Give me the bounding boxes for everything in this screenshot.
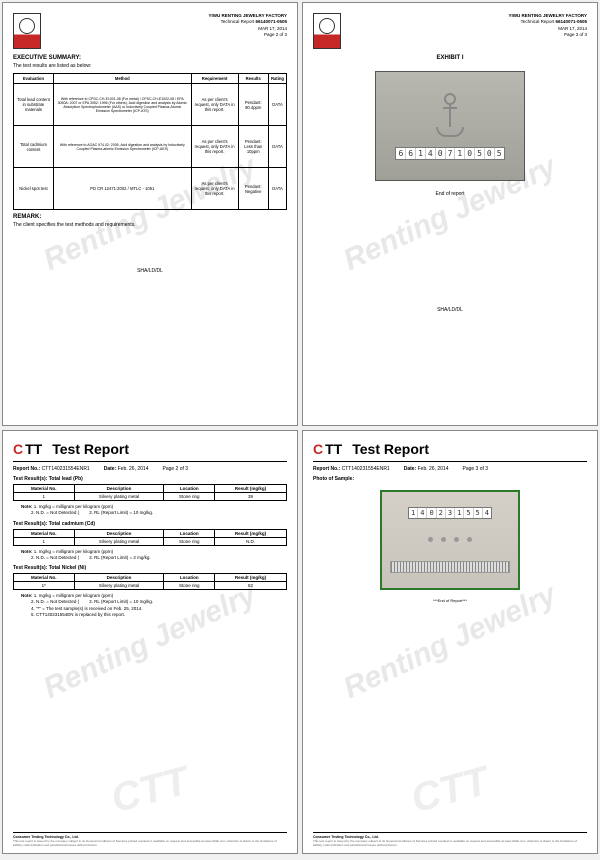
test-table: Material No.DescriptionLocationResult (m…: [13, 529, 287, 546]
sample-number-strip: 66140710505: [395, 147, 504, 160]
summary-table: Evaluation Method Requirement Results Ra…: [13, 73, 287, 210]
test-section-title: Test Result(s): Total Nickel (Ni): [13, 565, 287, 571]
table-row: Total lead content in substrate material…: [14, 84, 287, 126]
ctt-logo: CTT: [13, 441, 42, 457]
remark-title: REMARK:: [13, 214, 287, 220]
photo-label: Photo of Sample:: [313, 476, 587, 482]
end-of-report: End of report: [313, 191, 587, 197]
report-meta: Report No.: CTT140231554ENR1 Date: Feb. …: [13, 466, 287, 472]
table-row: 1Silvery plating metalStone ring39: [14, 493, 287, 501]
test-section-title: Test Result(s): Total cadmium (Cd): [13, 521, 287, 527]
table-row: 1Silvery plating metalStone ringN.D.: [14, 537, 287, 545]
notes: Note: 1. mg/kg = milligram per kilogram …: [21, 593, 287, 618]
anchor-icon: [431, 93, 469, 141]
page-header: YIWU RENTING JEWELRY FACTORY Technical R…: [13, 13, 287, 49]
end-of-report: ***End of Report***: [313, 598, 587, 603]
exhibit-title: EXHIBIT I: [313, 55, 587, 61]
table-row: Nickel spot test PD CR 12471:2002 / MTLC…: [14, 168, 287, 210]
ctt-logo: CTT: [313, 441, 342, 457]
ctt-footer: Consumer Testing Technology Co., Ltd. Th…: [313, 832, 587, 847]
page-3: Renting Jewelry CTT CTT Test Report Repo…: [2, 430, 298, 854]
test-table: Material No.DescriptionLocationResult (m…: [13, 484, 287, 501]
sample-items: [428, 537, 472, 542]
ctt-watermark: CTT: [407, 759, 494, 823]
initials: SHA/LD/DL: [313, 307, 587, 313]
document-grid: Renting Jewelry YIWU RENTING JEWELRY FAC…: [0, 0, 600, 856]
notes: Note: 1. mg/kg = milligram per kilogram …: [21, 504, 287, 517]
table-row: Total cadmium content With reference to …: [14, 126, 287, 168]
bureau-logo: [313, 13, 341, 49]
ctt-header: CTT Test Report: [313, 441, 587, 462]
ctt-header: CTT Test Report: [13, 441, 287, 462]
bureau-logo: [13, 13, 41, 49]
test-table: Material No.DescriptionLocationResult (m…: [13, 573, 287, 590]
sample-photo-frame: 140231554: [380, 490, 520, 590]
report-meta: Report No.: CTT140231554ENR1 Date: Feb. …: [313, 466, 587, 472]
sample-photo: 66140710505: [375, 71, 525, 181]
ctt-footer: Consumer Testing Technology Co., Ltd. Th…: [13, 832, 287, 847]
initials: SHA/LD/DL: [13, 268, 287, 274]
page-4: Renting Jewelry CTT CTT Test Report Repo…: [302, 430, 598, 854]
page-2: Renting Jewelry YIWU RENTING JEWELRY FAC…: [302, 2, 598, 426]
test-section-title: Test Result(s): Total lead (Pb): [13, 476, 287, 482]
table-row: 1*Silvery plating metalStone ring82: [14, 582, 287, 590]
exec-summary-title: EXECUTIVE SUMMARY:: [13, 55, 287, 61]
ctt-watermark: CTT: [107, 759, 194, 823]
page-header: YIWU RENTING JEWELRY FACTORY Technical R…: [313, 13, 587, 49]
sample-number-strip: 140231554: [408, 507, 492, 519]
ruler-icon: [390, 561, 510, 573]
notes: Note: 1. mg/kg = milligram per kilogram …: [21, 549, 287, 562]
page-1: Renting Jewelry YIWU RENTING JEWELRY FAC…: [2, 2, 298, 426]
